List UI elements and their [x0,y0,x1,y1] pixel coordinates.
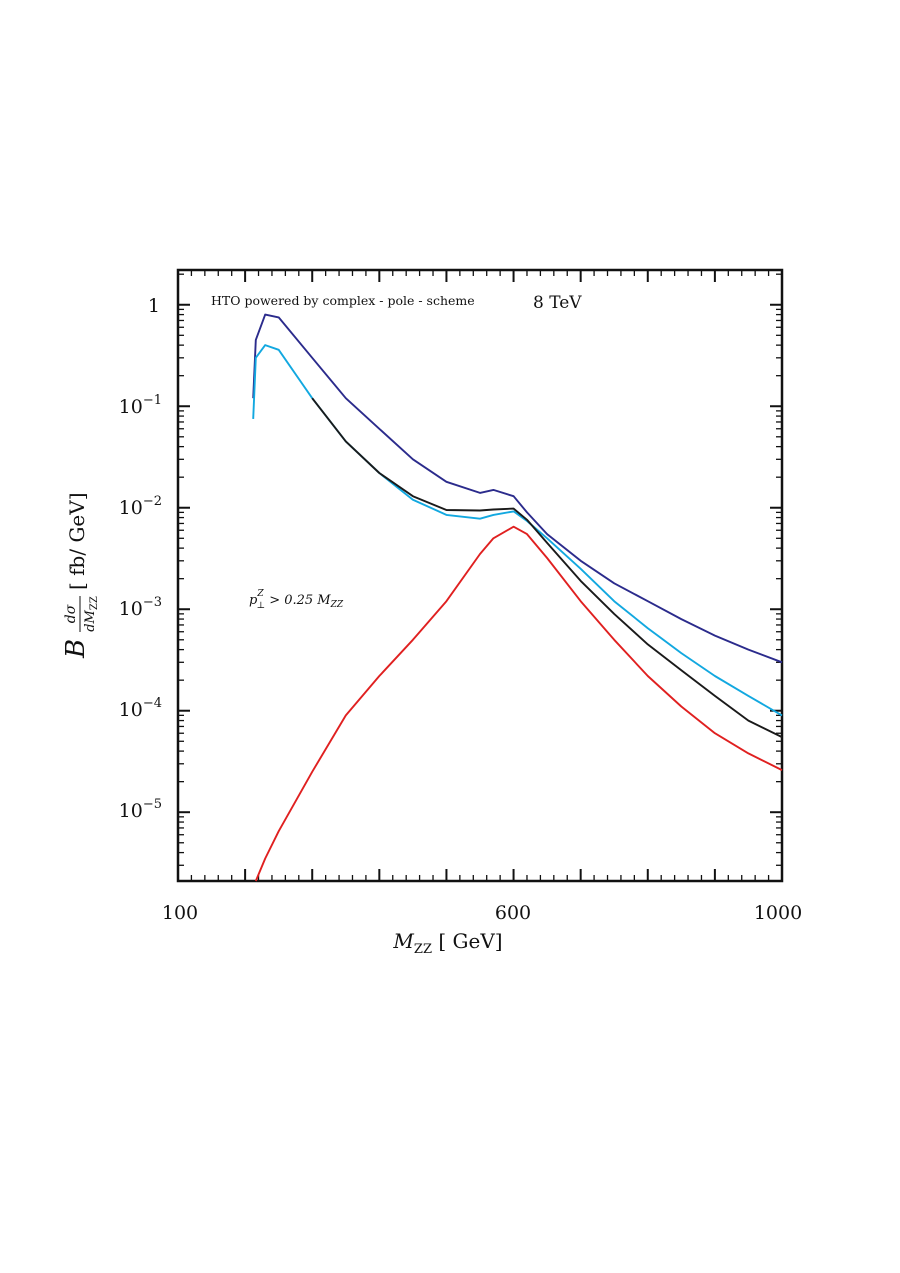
y-axis-label: B dσ dMZZ [ fb/ GeV] [61,492,100,659]
svg-text:dMZZ: dMZZ [83,596,100,632]
x-tick-label: 600 [495,902,531,924]
y-tick-label: 10−4 [119,696,162,721]
series-line-1 [252,344,783,717]
x-tick-label: 1000 [754,902,802,924]
y-tick-label: 10−3 [119,595,162,620]
svg-text:B: B [61,639,91,659]
cut-annotation: pZ ⊥ > 0.25 MZZ [249,589,344,611]
plot-frame [176,268,784,883]
y-tick-label: 10−5 [119,797,162,822]
energy-annotation: 8 TeV [533,293,582,313]
series-line-3 [254,525,783,882]
x-axis-label: MZZ [ GeV] [392,929,502,957]
y-tick-label: 10−2 [119,494,162,519]
series-line-2 [311,397,783,738]
svg-text:[ fb/ GeV]: [ fb/ GeV] [65,492,89,590]
tick-marks [178,270,782,881]
y-tick-label: 10−1 [119,393,162,418]
hto-annotation: HTO powered by complex - pole - scheme [211,293,475,308]
y-tick-label: 1 [148,295,160,317]
series-line-0 [252,313,783,664]
svg-text:dσ: dσ [63,604,79,623]
series-curves [252,313,783,882]
x-tick-label: 100 [162,902,198,924]
